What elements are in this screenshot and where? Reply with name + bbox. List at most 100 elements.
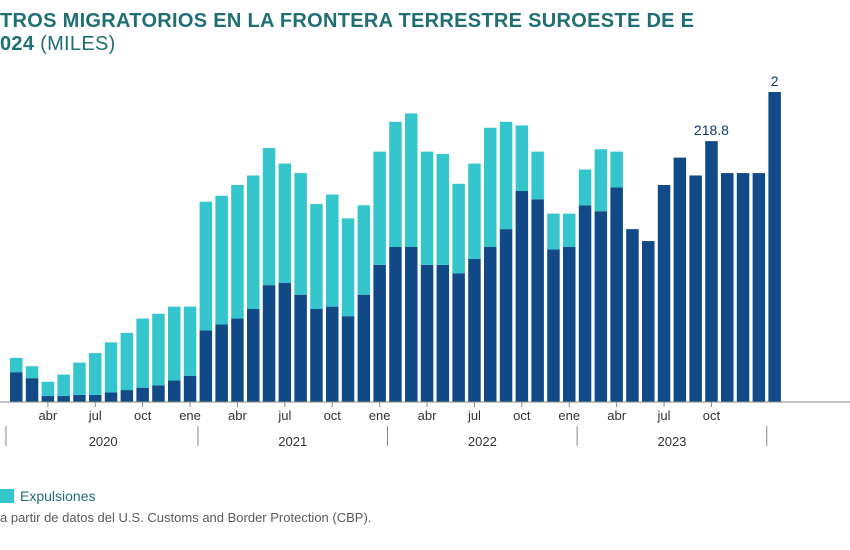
bar-aprehensiones bbox=[595, 211, 608, 402]
month-label: oct bbox=[134, 408, 152, 423]
bar-aprehensiones bbox=[389, 247, 402, 402]
month-label: ene bbox=[369, 408, 391, 423]
bar-aprehensiones bbox=[279, 283, 292, 402]
bar-aprehensiones bbox=[247, 309, 260, 402]
month-label: jul bbox=[657, 408, 671, 423]
bar-aprehensiones bbox=[89, 395, 102, 402]
title-unit: (MILES) bbox=[40, 33, 115, 55]
bar-expulsiones bbox=[610, 152, 623, 188]
year-label: 2022 bbox=[468, 434, 497, 449]
bar-expulsiones bbox=[310, 204, 323, 309]
bar-expulsiones bbox=[42, 382, 55, 396]
bar-aprehensiones bbox=[10, 372, 23, 402]
bar-expulsiones bbox=[516, 125, 529, 191]
bar-expulsiones bbox=[215, 196, 228, 325]
bar-expulsiones bbox=[57, 375, 70, 396]
bar-aprehensiones bbox=[373, 265, 386, 402]
bar-expulsiones bbox=[294, 173, 307, 295]
bar-expulsiones bbox=[342, 218, 355, 316]
bar-expulsiones bbox=[468, 164, 481, 259]
bar-aprehensiones bbox=[689, 175, 702, 402]
title-line2: 024 bbox=[0, 33, 34, 55]
bar-aprehensiones bbox=[57, 396, 70, 402]
bar-expulsiones bbox=[547, 214, 560, 250]
bar-expulsiones bbox=[421, 152, 434, 265]
bar-expulsiones bbox=[484, 128, 497, 247]
chart-area: 218.82abrjulocteneabrjulocteneabrjulocte… bbox=[0, 62, 850, 482]
month-label: abr bbox=[607, 408, 626, 423]
bar-expulsiones bbox=[579, 170, 592, 206]
year-label: 2021 bbox=[278, 434, 307, 449]
month-label: abr bbox=[418, 408, 437, 423]
bar-aprehensiones bbox=[73, 395, 86, 402]
bar-expulsiones bbox=[136, 319, 149, 388]
bar-aprehensiones bbox=[768, 92, 781, 402]
legend-label-expulsiones: Expulsiones bbox=[20, 488, 96, 504]
bar-aprehensiones bbox=[42, 396, 55, 402]
bar-expulsiones bbox=[405, 113, 418, 247]
bar-expulsiones bbox=[595, 149, 608, 211]
title-line1: TROS MIGRATORIOS EN LA FRONTERA TERRESTR… bbox=[0, 10, 694, 32]
month-label: abr bbox=[38, 408, 57, 423]
bar-expulsiones bbox=[10, 358, 23, 372]
month-label: jul bbox=[88, 408, 102, 423]
bar-expulsiones bbox=[326, 195, 339, 307]
month-label: oct bbox=[703, 408, 721, 423]
bar-aprehensiones bbox=[563, 247, 576, 402]
bar-expulsiones bbox=[389, 122, 402, 247]
year-label: 2023 bbox=[657, 434, 686, 449]
bar-expulsiones bbox=[121, 333, 134, 390]
month-label: oct bbox=[513, 408, 531, 423]
legend-swatch-expulsiones bbox=[0, 489, 14, 503]
bar-aprehensiones bbox=[753, 173, 766, 402]
month-label: ene bbox=[558, 408, 580, 423]
bar-aprehensiones bbox=[579, 205, 592, 402]
chart-title-block: TROS MIGRATORIOS EN LA FRONTERA TERRESTR… bbox=[0, 0, 850, 62]
stacked-bar-chart: 218.82abrjulocteneabrjulocteneabrjulocte… bbox=[0, 62, 850, 482]
bar-aprehensiones bbox=[136, 388, 149, 402]
source-text: a partir de datos del U.S. Customs and B… bbox=[0, 508, 850, 525]
bar-expulsiones bbox=[184, 307, 197, 376]
month-label: oct bbox=[324, 408, 342, 423]
bar-expulsiones bbox=[231, 185, 244, 319]
bar-aprehensiones bbox=[500, 229, 513, 402]
year-label: 2020 bbox=[89, 434, 118, 449]
month-label: jul bbox=[467, 408, 481, 423]
month-label: jul bbox=[277, 408, 291, 423]
bar-aprehensiones bbox=[152, 385, 165, 402]
bar-aprehensiones bbox=[516, 191, 529, 402]
data-label: 2 bbox=[771, 73, 779, 89]
bar-aprehensiones bbox=[310, 309, 323, 402]
bar-aprehensiones bbox=[437, 265, 450, 402]
month-label: ene bbox=[179, 408, 201, 423]
bar-aprehensiones bbox=[642, 241, 655, 402]
bar-expulsiones bbox=[168, 307, 181, 381]
bar-aprehensiones bbox=[737, 173, 750, 402]
bar-aprehensiones bbox=[674, 158, 687, 402]
legend: Expulsiones bbox=[0, 482, 850, 508]
bar-aprehensiones bbox=[105, 392, 118, 402]
bar-aprehensiones bbox=[610, 187, 623, 402]
bar-aprehensiones bbox=[231, 319, 244, 402]
bar-aprehensiones bbox=[421, 265, 434, 402]
bar-aprehensiones bbox=[468, 259, 481, 402]
bar-aprehensiones bbox=[547, 249, 560, 402]
bar-expulsiones bbox=[263, 148, 276, 285]
bar-aprehensiones bbox=[184, 376, 197, 402]
bar-expulsiones bbox=[563, 214, 576, 247]
bar-aprehensiones bbox=[484, 247, 497, 402]
bar-aprehensiones bbox=[626, 229, 639, 402]
bar-expulsiones bbox=[73, 363, 86, 395]
bar-aprehensiones bbox=[452, 273, 465, 402]
bar-aprehensiones bbox=[658, 185, 671, 402]
bar-expulsiones bbox=[437, 154, 450, 265]
bar-aprehensiones bbox=[121, 390, 134, 402]
bar-expulsiones bbox=[373, 152, 386, 265]
bar-expulsiones bbox=[358, 205, 371, 294]
bar-aprehensiones bbox=[263, 285, 276, 402]
bar-aprehensiones bbox=[405, 247, 418, 402]
bar-aprehensiones bbox=[26, 378, 39, 402]
bar-aprehensiones bbox=[342, 316, 355, 402]
bar-expulsiones bbox=[247, 175, 260, 309]
bar-expulsiones bbox=[531, 152, 544, 200]
